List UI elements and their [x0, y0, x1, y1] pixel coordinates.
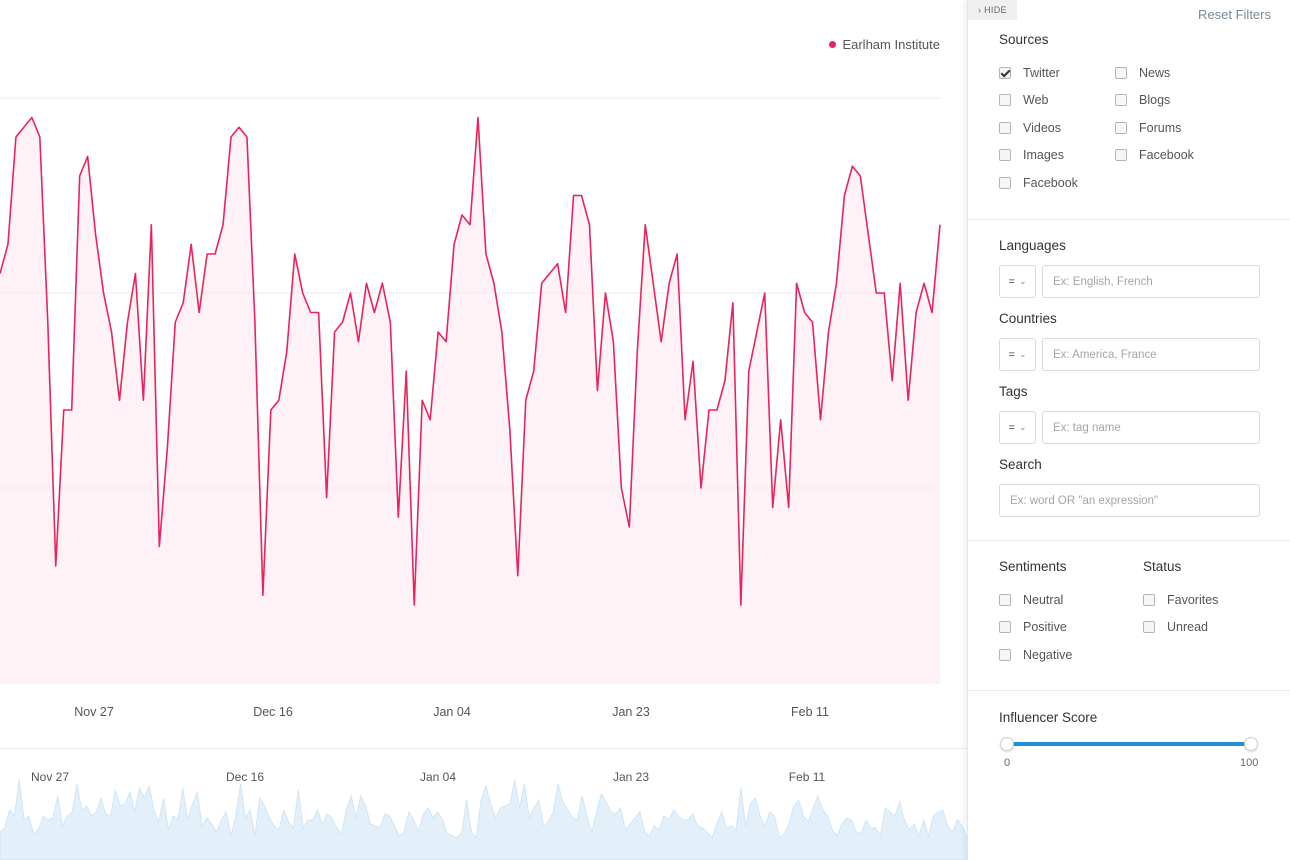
series-line[interactable] — [0, 116, 941, 606]
source-label: Images — [1023, 148, 1064, 162]
languages-title: Languages — [999, 238, 1066, 253]
x-tick-label: Jan 23 — [612, 705, 650, 719]
status-favorites-checkbox[interactable]: Favorites — [1143, 593, 1218, 607]
checkbox-icon — [999, 149, 1011, 161]
source-label: Web — [1023, 93, 1049, 107]
influencer-slider-min-handle[interactable] — [1000, 737, 1014, 751]
influencer-max-label: 100 — [1240, 757, 1259, 769]
influencer-slider-track[interactable] — [1007, 742, 1251, 746]
section-divider — [968, 219, 1290, 220]
chevron-down-icon: ⌄ — [1018, 276, 1027, 286]
source-images-checkbox[interactable]: Images — [999, 148, 1064, 162]
source-label: Forums — [1139, 121, 1182, 135]
source-news-checkbox[interactable]: News — [1115, 66, 1170, 80]
source-twitter-checkbox[interactable]: Twitter — [999, 66, 1060, 80]
operator-value: = — [1008, 348, 1015, 361]
checkbox-icon — [999, 594, 1011, 606]
chevron-down-icon: ⌄ — [1018, 422, 1027, 432]
legend-dot-icon — [829, 41, 837, 48]
source-web-checkbox[interactable]: Web — [999, 93, 1048, 107]
checkbox-icon — [1143, 594, 1155, 606]
source-facebook-2-checkbox[interactable]: Facebook — [999, 176, 1078, 190]
source-label: News — [1139, 66, 1171, 80]
checkbox-icon — [1115, 149, 1127, 161]
checkbox-icon — [1115, 122, 1127, 134]
source-facebook-checkbox[interactable]: Facebook — [1115, 148, 1194, 162]
navigator-chart[interactable]: Nov 27 Dec 16 Jan 04 Jan 23 Feb 11 — [0, 750, 967, 860]
tags-input[interactable] — [1042, 411, 1260, 444]
sentiment-neutral-checkbox[interactable]: Neutral — [999, 593, 1063, 607]
source-label: Facebook — [1023, 176, 1078, 190]
status-label: Unread — [1167, 620, 1208, 634]
countries-input[interactable] — [1042, 338, 1260, 371]
source-label: Facebook — [1139, 148, 1194, 162]
navigator-divider — [0, 748, 967, 749]
source-label: Blogs — [1139, 93, 1171, 107]
sentiment-label: Negative — [1023, 648, 1073, 662]
sentiment-label: Neutral — [1023, 593, 1064, 607]
checkbox-icon — [999, 122, 1011, 134]
source-forums-checkbox[interactable]: Forums — [1115, 121, 1181, 135]
tags-operator-select[interactable]: = ⌄ — [999, 411, 1036, 444]
series-area — [0, 117, 940, 683]
tags-title: Tags — [999, 384, 1028, 399]
checkbox-icon — [999, 94, 1011, 106]
influencer-min-label: 0 — [1004, 757, 1011, 769]
chart-area: Earlham Institute Nov 27 Dec 16 Jan 04 Jan … — [0, 0, 967, 860]
status-title: Status — [1143, 559, 1182, 574]
countries-title: Countries — [999, 311, 1057, 326]
sources-title: Sources — [999, 32, 1049, 47]
section-divider — [968, 690, 1290, 691]
influencer-slider-max-handle[interactable] — [1244, 737, 1258, 751]
sentiment-negative-checkbox[interactable]: Negative — [999, 648, 1072, 662]
x-tick-label: Feb 11 — [791, 705, 829, 719]
hide-panel-button[interactable]: › HIDE — [968, 0, 1017, 20]
source-label: Videos — [1023, 121, 1061, 135]
source-videos-checkbox[interactable]: Videos — [999, 121, 1061, 135]
countries-operator-select[interactable]: = ⌄ — [999, 338, 1036, 371]
checkbox-icon — [999, 621, 1011, 633]
influencer-title: Influencer Score — [999, 710, 1098, 725]
languages-operator-select[interactable]: = ⌄ — [999, 265, 1036, 298]
navigator-tick-label: Dec 16 — [226, 770, 264, 784]
navigator-area — [0, 779, 967, 860]
reset-filters-link[interactable]: Reset Filters — [1198, 7, 1271, 22]
navigator-tick-label: Nov 27 — [31, 770, 69, 784]
legend-label: Earlham Institute — [842, 37, 940, 52]
navigator-tick-label: Jan 04 — [420, 770, 456, 784]
operator-value: = — [1008, 275, 1015, 288]
checkbox-checked-icon — [999, 67, 1011, 79]
x-tick-label: Jan 04 — [433, 705, 471, 719]
status-label: Favorites — [1167, 593, 1219, 607]
operator-value: = — [1008, 421, 1015, 434]
navigator-tick-label: Jan 23 — [613, 770, 649, 784]
checkbox-icon — [1143, 621, 1155, 633]
search-title: Search — [999, 457, 1042, 472]
navigator-tick-label: Feb 11 — [789, 770, 826, 784]
checkbox-icon — [1115, 67, 1127, 79]
languages-input[interactable] — [1042, 265, 1260, 298]
status-unread-checkbox[interactable]: Unread — [1143, 620, 1208, 634]
sentiment-label: Positive — [1023, 620, 1067, 634]
chevron-down-icon: ⌄ — [1018, 349, 1027, 359]
chart-legend[interactable]: Earlham Institute — [829, 37, 940, 52]
section-divider — [968, 540, 1290, 541]
source-label: Twitter — [1023, 66, 1060, 80]
main-chart[interactable]: Nov 27 Dec 16 Jan 04 Jan 23 Feb 11 — [0, 0, 942, 730]
checkbox-icon — [1115, 94, 1127, 106]
checkbox-icon — [999, 177, 1011, 189]
x-tick-label: Nov 27 — [74, 705, 114, 719]
sentiments-title: Sentiments — [999, 559, 1067, 574]
sentiment-positive-checkbox[interactable]: Positive — [999, 620, 1067, 634]
search-input[interactable] — [999, 484, 1260, 517]
checkbox-icon — [999, 649, 1011, 661]
filters-panel: › HIDE Reset Filters Sources Twitter New… — [967, 0, 1290, 860]
x-tick-label: Dec 16 — [253, 705, 293, 719]
source-blogs-checkbox[interactable]: Blogs — [1115, 93, 1170, 107]
